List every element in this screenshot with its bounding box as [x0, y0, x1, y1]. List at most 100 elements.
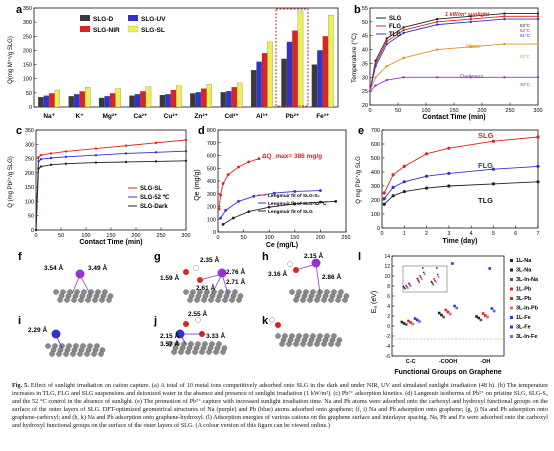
data-point: [536, 15, 540, 18]
pb-atom-i: [51, 329, 61, 339]
data-point: [37, 155, 40, 159]
carbon-atom: [64, 297, 70, 303]
panel-e-ylabel: Q mg Pb²⁺/g SLG: [355, 156, 362, 204]
data-point: [503, 15, 506, 18]
data-point: [536, 135, 540, 139]
legend-label-slg: SLG: [389, 16, 402, 22]
panel-letter-d: d: [198, 125, 205, 137]
data-point: [334, 200, 338, 203]
legend-marker: [510, 268, 513, 272]
xtick-label: 50: [395, 108, 401, 114]
data-point: [154, 151, 158, 154]
data-point: [402, 190, 406, 194]
distance-g2: 1.59 Å: [160, 273, 179, 282]
ytick-label: 350: [23, 6, 32, 12]
data-point: [39, 153, 43, 157]
bar: [109, 93, 116, 108]
bar: [201, 88, 207, 108]
bar: [261, 53, 268, 108]
ytick-label: 0: [29, 105, 32, 111]
xtick-label: 0: [380, 231, 383, 237]
inset-point: [423, 273, 426, 275]
data-point: [184, 149, 188, 153]
ytick-label: 50: [26, 91, 32, 97]
carbon-atom: [57, 297, 63, 303]
structure-h: 2.15 Å 3.16 Å 2.86 Å: [268, 251, 350, 303]
inset-point: [433, 278, 435, 280]
inset-point: [406, 286, 408, 288]
xtick-label: 3: [447, 231, 450, 237]
xtick-label: 100: [265, 235, 274, 241]
data-point: [491, 139, 496, 143]
ytick-label: 300: [371, 184, 380, 190]
ytick-label: 50: [28, 214, 34, 220]
xtick-label: 250: [505, 108, 514, 114]
panel-d-legend: Lengmuir fit of SLG-S₂ Lengmuir fit of S…: [258, 193, 327, 215]
data-point: [37, 167, 40, 170]
data-point: [488, 267, 492, 270]
h-atom-h: [287, 261, 293, 267]
ytick-label: 350: [25, 128, 34, 134]
carbon-atom: [106, 297, 112, 303]
panel-c-ylabel: Q (mg Pb²⁺/g SLG): [7, 156, 14, 208]
annotation-51c: 51°C: [520, 33, 531, 38]
distance-g1: 2.35 Å: [200, 255, 219, 264]
carbon-atom: [220, 349, 226, 355]
distance-j4: 3.57 Å: [160, 339, 179, 348]
carbon-atom: [342, 297, 348, 303]
data-point: [237, 165, 240, 169]
ytick-label: 250: [23, 34, 32, 40]
ytick-label: 50: [362, 20, 368, 26]
data-point: [451, 262, 454, 265]
ytick-label: 200: [23, 48, 32, 54]
inset-point: [403, 287, 406, 289]
ytick-label: 40: [362, 48, 368, 54]
carbon-atom: [293, 297, 299, 303]
caption-label: Fig. 5.: [12, 382, 29, 389]
data-point: [49, 156, 53, 160]
ytick-label: -6: [386, 354, 391, 360]
panel-letter-g: g: [154, 251, 161, 263]
data-point: [407, 319, 410, 323]
data-point: [404, 323, 408, 326]
carbon-atom: [213, 349, 219, 355]
series-label-slg: SLG: [478, 131, 494, 140]
legend-label-tlg: TLG: [389, 32, 401, 38]
panel-b-ticks: 20 25 30 35 40 45 50 55 0 50 100 150 200 250 300: [362, 6, 543, 114]
ytick-label: 500: [207, 166, 216, 172]
data-point: [436, 48, 439, 51]
data-point: [382, 202, 386, 206]
xtick-label: 50: [58, 233, 64, 239]
structure-g: 2.35 Å 1.59 Å 2.61 Å 2.76 Å 2.71 Å: [160, 255, 245, 303]
distance-h1: 2.15 Å: [304, 251, 323, 260]
data-point: [469, 76, 472, 79]
bar: [286, 41, 293, 108]
panel-a-highlight-box: [275, 8, 309, 107]
panel-e: e Q mg Pb²⁺/g SLG 0100200300400500600700…: [355, 125, 540, 245]
data-point: [382, 191, 386, 195]
legend-marker: [510, 259, 513, 262]
distance-g4: 2.76 Å: [226, 267, 245, 276]
ytick-label: 45: [362, 34, 368, 40]
bar: [68, 96, 74, 108]
inset-point: [421, 278, 423, 281]
carbon-atom: [307, 297, 313, 303]
legend-marker: [510, 316, 513, 319]
panel-letter-i: i: [18, 315, 21, 327]
data-point: [469, 17, 472, 21]
distance-f2: 3.49 Å: [88, 263, 107, 272]
annotation-30c: 30°C: [520, 82, 531, 87]
h-atom-k: [269, 317, 275, 323]
ytick-label: 20: [362, 103, 368, 109]
panel-l-inset: [402, 265, 448, 293]
category-label: -OH: [480, 359, 490, 365]
xtick-label: 250: [156, 233, 165, 239]
ytick-label: 35: [362, 61, 368, 67]
carbon-atom: [183, 289, 189, 295]
xtick-label: 6: [514, 231, 517, 237]
bar: [206, 84, 212, 108]
carbon-atom: [78, 297, 84, 303]
bar: [74, 94, 80, 108]
data-point: [231, 216, 235, 220]
data-point: [319, 200, 322, 204]
